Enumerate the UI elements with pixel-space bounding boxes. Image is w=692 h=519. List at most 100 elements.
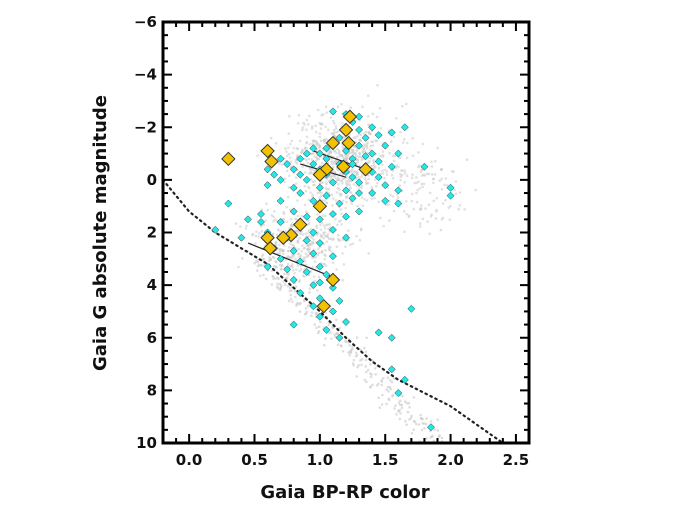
x-tick-label: 2.5	[503, 451, 530, 469]
background-star	[309, 168, 312, 171]
background-star	[328, 248, 331, 251]
background-star	[417, 151, 420, 154]
background-star	[333, 121, 336, 125]
cyan-diamond-point	[368, 123, 377, 132]
background-star	[294, 158, 298, 162]
background-star	[258, 232, 261, 235]
gold-diamond-point	[325, 272, 341, 288]
background-star	[429, 420, 433, 423]
background-star	[415, 176, 418, 179]
background-star	[310, 311, 314, 314]
background-star	[377, 396, 380, 400]
background-star	[273, 210, 276, 213]
background-star	[420, 428, 424, 432]
background-star	[370, 373, 373, 376]
cyan-diamond-point	[309, 144, 318, 153]
background-star	[315, 226, 319, 229]
cyan-diamond-point	[348, 173, 357, 182]
background-star	[315, 157, 319, 160]
background-star	[419, 413, 423, 417]
background-star	[374, 172, 378, 175]
background-star	[401, 105, 404, 108]
x-tick-label: 2.0	[437, 451, 464, 469]
background-star	[341, 199, 345, 203]
cyan-diamond-point	[374, 173, 383, 182]
background-star	[298, 139, 302, 143]
cyan-diamond-point	[328, 210, 337, 219]
background-star	[237, 265, 240, 269]
background-star	[302, 256, 306, 259]
background-star	[251, 233, 254, 237]
background-star	[294, 285, 298, 289]
background-star	[303, 246, 307, 249]
background-star	[331, 132, 335, 136]
background-star	[338, 152, 341, 156]
background-star	[297, 280, 301, 284]
background-star	[269, 258, 272, 262]
background-star	[398, 156, 402, 159]
background-star	[336, 178, 340, 182]
background-star	[307, 246, 311, 250]
background-star	[279, 267, 283, 271]
background-star	[317, 251, 321, 255]
background-star	[365, 182, 368, 185]
cyan-diamond-point	[335, 296, 344, 305]
background-star	[350, 202, 354, 205]
cyan-diamond-point	[322, 144, 331, 153]
y-tick-label: −2	[134, 118, 157, 136]
background-star	[306, 161, 310, 165]
background-star	[311, 193, 314, 197]
cyan-diamond-point	[276, 196, 285, 205]
background-star	[287, 152, 291, 156]
background-star	[283, 272, 286, 276]
background-star	[410, 432, 414, 435]
background-star	[323, 227, 327, 230]
background-star	[310, 152, 313, 156]
background-star	[395, 117, 398, 120]
background-star	[324, 235, 328, 238]
background-star	[413, 181, 416, 185]
background-star	[314, 255, 318, 259]
background-star	[340, 223, 343, 226]
background-star	[316, 331, 320, 335]
cyan-diamond-point	[407, 304, 416, 313]
background-star	[411, 137, 415, 140]
background-star	[397, 401, 401, 405]
background-star	[431, 434, 434, 438]
cyan-diamond-point	[322, 191, 331, 200]
background-star	[340, 344, 343, 348]
background-star	[305, 210, 308, 213]
gold-diamond-point	[221, 151, 236, 167]
background-star	[334, 124, 338, 128]
background-star	[403, 138, 406, 141]
cyan-diamond-point	[328, 225, 337, 234]
background-star	[307, 219, 310, 222]
background-star	[318, 196, 322, 200]
background-star	[329, 150, 333, 153]
background-star	[415, 191, 418, 195]
background-star	[334, 127, 338, 130]
background-star	[391, 394, 394, 398]
main-sequence-dotted-line	[161, 178, 504, 445]
background-star	[256, 154, 260, 157]
background-star	[351, 242, 355, 246]
background-star	[301, 165, 304, 169]
background-star	[287, 186, 291, 189]
background-star	[321, 122, 324, 126]
background-star	[298, 231, 301, 235]
cyan-diamond-point	[394, 199, 403, 208]
background-star	[337, 149, 341, 153]
background-star	[284, 229, 288, 233]
background-star	[307, 198, 311, 202]
background-star	[345, 196, 349, 200]
background-star	[369, 375, 373, 379]
background-star	[256, 264, 260, 268]
cyan-diamond-point	[374, 157, 383, 166]
background-star	[324, 249, 327, 252]
cyan-diamond-point	[355, 112, 364, 121]
background-star	[358, 238, 362, 242]
cyan-diamond-point	[394, 389, 403, 397]
background-star	[324, 105, 328, 109]
background-star	[350, 148, 353, 151]
background-star	[365, 380, 368, 384]
